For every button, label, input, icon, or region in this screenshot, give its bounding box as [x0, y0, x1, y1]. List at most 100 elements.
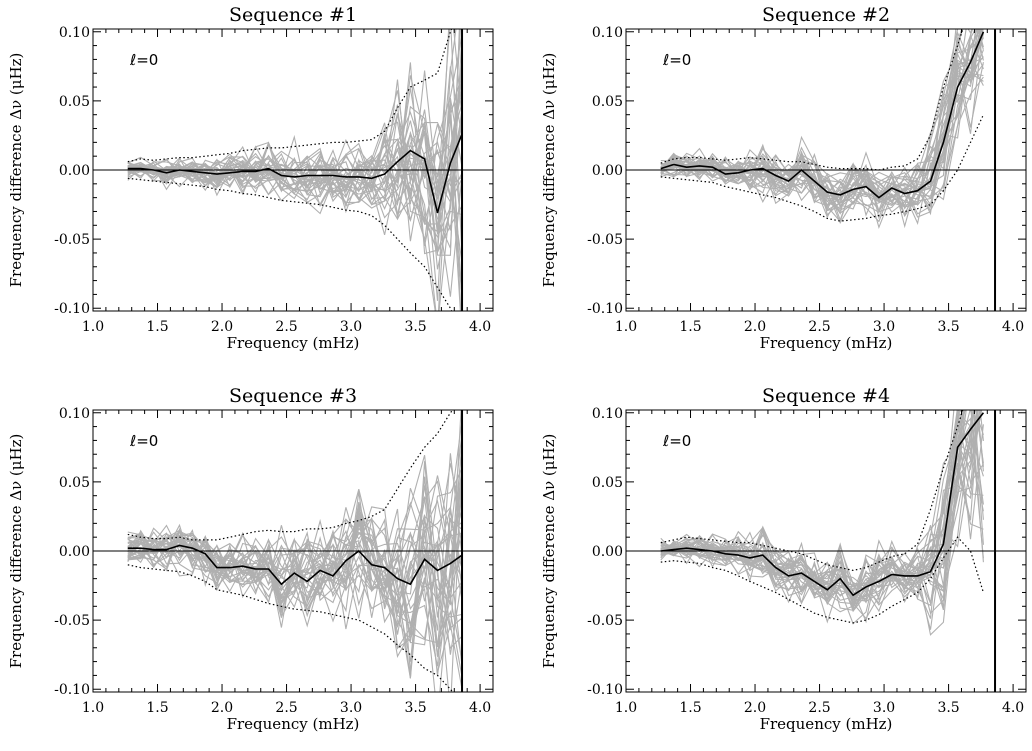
- panel-2: 1.0 1.5 2.0 2.5 3.0 3.5 4.0 -0.10 -0.05 0.00 0.05 0…: [540, 4, 1027, 352]
- x-tick-label: 1.5: [679, 319, 701, 335]
- sequence-trace: [660, 36, 984, 204]
- panel-title: Sequence #1: [229, 4, 357, 26]
- y-axis-label: Frequency difference Δν (μHz): [7, 53, 25, 288]
- y-tick-label: 0.10: [592, 406, 623, 422]
- y-tick-label: -0.05: [54, 232, 90, 248]
- sequence-trace: [660, 410, 984, 604]
- sequence-trace: [127, 468, 463, 641]
- x-tick-label: 4.0: [469, 700, 491, 716]
- sequence-trace: [660, 72, 984, 207]
- x-tick-label: 4.0: [1002, 700, 1024, 716]
- y-tick-label: 0.05: [59, 475, 90, 491]
- y-tick-label: -0.10: [54, 301, 90, 317]
- y-tick-label: 0.10: [592, 25, 623, 41]
- sequence-trace: [660, 410, 973, 602]
- y-tick-label: -0.05: [54, 613, 90, 629]
- y-tick-label: 0.05: [592, 94, 623, 110]
- sequence-trace: [127, 521, 463, 690]
- x-tick-label: 3.5: [937, 700, 959, 716]
- y-tick-label: 0.05: [59, 94, 90, 110]
- x-tick-label: 3.5: [404, 319, 426, 335]
- sequence-trace: [660, 410, 978, 603]
- x-tick-label: 2.5: [275, 700, 297, 716]
- sequence-trace: [660, 410, 979, 630]
- panel-title: Sequence #3: [229, 385, 357, 407]
- panel-title: Sequence #2: [762, 4, 890, 26]
- y-axis-label: Frequency difference Δν (μHz): [7, 434, 25, 669]
- sequence-trace: [127, 131, 463, 254]
- sequence-trace: [127, 70, 463, 206]
- y-tick-label: -0.05: [587, 613, 623, 629]
- y-tick-label: 0.10: [59, 25, 90, 41]
- sequence-trace: [660, 410, 983, 604]
- y-axis-label: Frequency difference Δν (μHz): [540, 434, 558, 669]
- sequence-trace: [660, 410, 963, 624]
- sequence-trace: [127, 29, 461, 239]
- sequence-trace: [127, 139, 463, 216]
- y-tick-label: 0.00: [59, 544, 90, 560]
- upper-envelope-line: [127, 29, 453, 163]
- y-tick-label: 0.00: [592, 163, 623, 179]
- plot-area: [626, 29, 1026, 311]
- x-tick-label: 2.5: [808, 319, 830, 335]
- x-tick-label: 3.0: [873, 700, 895, 716]
- lower-envelope-line: [127, 177, 453, 311]
- x-tick-label: 1.0: [615, 319, 637, 335]
- plot-area: [93, 29, 493, 311]
- panel-1: 1.0 1.5 2.0 2.5 3.0 3.5 4.0 -0.10 -0.05 0.00 0.05 0…: [7, 4, 494, 352]
- sequence-trace: [127, 463, 463, 625]
- x-tick-label: 2.0: [744, 700, 766, 716]
- mean-line: [660, 412, 985, 597]
- sequence-trace: [127, 476, 463, 679]
- mean-line: [127, 544, 463, 586]
- x-tick-label: 1.5: [679, 700, 701, 716]
- x-tick-label: 1.5: [146, 319, 168, 335]
- y-tick-label: 0.05: [592, 475, 623, 491]
- x-axis-label: Frequency (mHz): [760, 334, 893, 352]
- y-tick-label: -0.10: [587, 301, 623, 317]
- sequence-trace: [660, 410, 984, 613]
- sequence-trace: [127, 29, 463, 255]
- sequence-trace: [127, 488, 463, 619]
- sequence-trace: [127, 64, 463, 210]
- x-tick-label: 2.5: [808, 700, 830, 716]
- x-tick-label: 4.0: [469, 319, 491, 335]
- lower-envelope-line: [660, 536, 984, 624]
- y-tick-label: 0.10: [59, 406, 90, 422]
- panel-title: Sequence #4: [762, 385, 890, 407]
- plot-area: [93, 410, 493, 692]
- upper-envelope-line: [127, 410, 454, 541]
- degree-annotation: ℓ=0: [662, 432, 691, 450]
- x-tick-label: 1.0: [82, 700, 104, 716]
- mean-line: [660, 31, 985, 199]
- degree-annotation: ℓ=0: [129, 51, 158, 69]
- x-tick-label: 1.0: [615, 700, 637, 716]
- x-tick-label: 1.5: [146, 700, 168, 716]
- x-tick-label: 3.0: [340, 700, 362, 716]
- y-axis-label: Frequency difference Δν (μHz): [540, 53, 558, 288]
- y-tick-label: -0.05: [587, 232, 623, 248]
- x-axis-label: Frequency (mHz): [227, 715, 360, 733]
- lower-envelope-line: [127, 564, 454, 692]
- x-axis-label: Frequency (mHz): [227, 334, 360, 352]
- x-tick-label: 3.5: [404, 700, 426, 716]
- y-tick-label: -0.10: [587, 682, 623, 698]
- x-tick-label: 4.0: [1002, 319, 1024, 335]
- degree-annotation: ℓ=0: [662, 51, 691, 69]
- sequence-trace: [127, 491, 463, 614]
- sequence-trace: [660, 410, 979, 613]
- y-tick-label: 0.00: [59, 163, 90, 179]
- plot-area: [626, 410, 1026, 692]
- panel-4: 1.0 1.5 2.0 2.5 3.0 3.5 4.0 -0.10 -0.05 0.00 0.05 0…: [540, 385, 1027, 733]
- x-tick-label: 3.0: [873, 319, 895, 335]
- sequence-trace: [127, 29, 457, 301]
- x-tick-label: 3.0: [340, 319, 362, 335]
- x-tick-label: 2.0: [211, 319, 233, 335]
- y-tick-label: -0.10: [54, 682, 90, 698]
- x-tick-label: 1.0: [82, 319, 104, 335]
- x-axis-label: Frequency (mHz): [760, 715, 893, 733]
- x-tick-label: 2.0: [744, 319, 766, 335]
- y-tick-label: 0.00: [592, 544, 623, 560]
- x-tick-label: 2.5: [275, 319, 297, 335]
